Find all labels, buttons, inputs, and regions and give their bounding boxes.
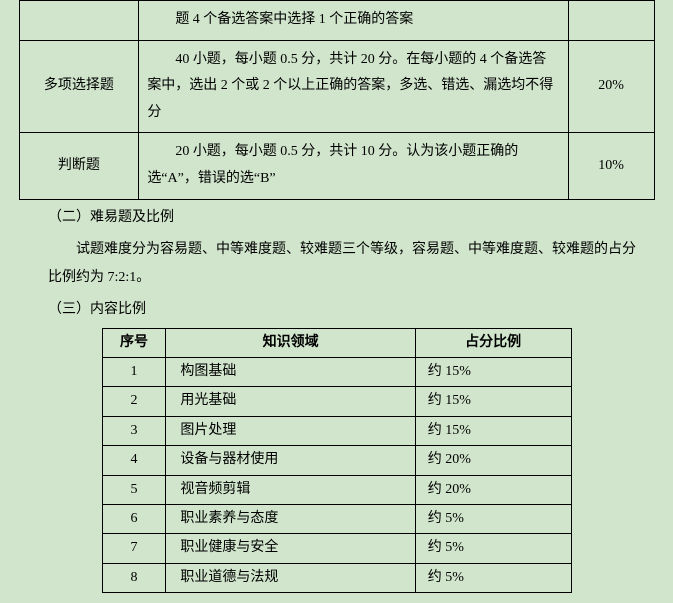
cell-seq: 1: [102, 357, 166, 386]
cell-seq: 8: [102, 563, 166, 592]
cell-type: 多项选择题: [19, 40, 139, 133]
cell-domain: 构图基础: [166, 357, 415, 386]
cell-pct: 20%: [568, 40, 654, 133]
table-row: 8 职业道德与法规 约 5%: [102, 563, 571, 592]
cell-domain: 职业素养与态度: [166, 504, 415, 533]
table-row: 4 设备与器材使用 约 20%: [102, 446, 571, 475]
cell-seq: 5: [102, 475, 166, 504]
page: 题 4 个备选答案中选择 1 个正确的答案 多项选择题 40 小题，每小题 0.…: [0, 0, 673, 603]
table-row: 6 职业素养与态度 约 5%: [102, 504, 571, 533]
cell-pct: 约 15%: [415, 357, 571, 386]
cell-seq: 3: [102, 416, 166, 445]
cell-pct: 约 5%: [415, 563, 571, 592]
cell-type: [19, 1, 139, 41]
section-heading-3: （三）内容比例: [18, 296, 655, 324]
cell-pct: 约 15%: [415, 387, 571, 416]
cell-desc: 20 小题，每小题 0.5 分，共计 10 分。认为该小题正确的选“A”，错误的…: [139, 133, 568, 199]
cell-desc: 题 4 个备选答案中选择 1 个正确的答案: [139, 1, 568, 41]
table-header-row: 序号 知识领域 占分比例: [102, 328, 571, 357]
cell-domain: 视音频剪辑: [166, 475, 415, 504]
difficulty-paragraph: 试题难度分为容易题、中等难度题、较难题三个等级，容易题、中等难度题、较难题的占分…: [18, 236, 655, 292]
table-row: 题 4 个备选答案中选择 1 个正确的答案: [19, 1, 654, 41]
cell-pct: 约 20%: [415, 475, 571, 504]
table-row: 多项选择题 40 小题，每小题 0.5 分，共计 20 分。在每小题的 4 个备…: [19, 40, 654, 133]
table-row: 3 图片处理 约 15%: [102, 416, 571, 445]
cell-seq: 6: [102, 504, 166, 533]
cell-domain: 设备与器材使用: [166, 446, 415, 475]
cell-domain: 用光基础: [166, 387, 415, 416]
cell-pct: 约 15%: [415, 416, 571, 445]
cell-domain: 图片处理: [166, 416, 415, 445]
cell-domain: 职业健康与安全: [166, 534, 415, 563]
cell-domain: 职业道德与法规: [166, 563, 415, 592]
section-heading-2: （二）难易题及比例: [18, 204, 655, 232]
table-row: 1 构图基础 约 15%: [102, 357, 571, 386]
cell-seq: 4: [102, 446, 166, 475]
content-ratio-table: 序号 知识领域 占分比例 1 构图基础 约 15% 2 用光基础 约 15% 3…: [102, 328, 572, 594]
col-domain-header: 知识领域: [166, 328, 415, 357]
question-type-table: 题 4 个备选答案中选择 1 个正确的答案 多项选择题 40 小题，每小题 0.…: [19, 0, 655, 200]
table-row: 判断题 20 小题，每小题 0.5 分，共计 10 分。认为该小题正确的选“A”…: [19, 133, 654, 199]
table-row: 7 职业健康与安全 约 5%: [102, 534, 571, 563]
cell-type: 判断题: [19, 133, 139, 199]
col-seq-header: 序号: [102, 328, 166, 357]
cell-pct: 约 20%: [415, 446, 571, 475]
cell-pct: 约 5%: [415, 534, 571, 563]
cell-seq: 2: [102, 387, 166, 416]
cell-desc: 40 小题，每小题 0.5 分，共计 20 分。在每小题的 4 个备选答案中，选…: [139, 40, 568, 133]
cell-pct: [568, 1, 654, 41]
table-row: 2 用光基础 约 15%: [102, 387, 571, 416]
table-row: 5 视音频剪辑 约 20%: [102, 475, 571, 504]
cell-seq: 7: [102, 534, 166, 563]
cell-pct: 10%: [568, 133, 654, 199]
col-pct-header: 占分比例: [415, 328, 571, 357]
cell-pct: 约 5%: [415, 504, 571, 533]
